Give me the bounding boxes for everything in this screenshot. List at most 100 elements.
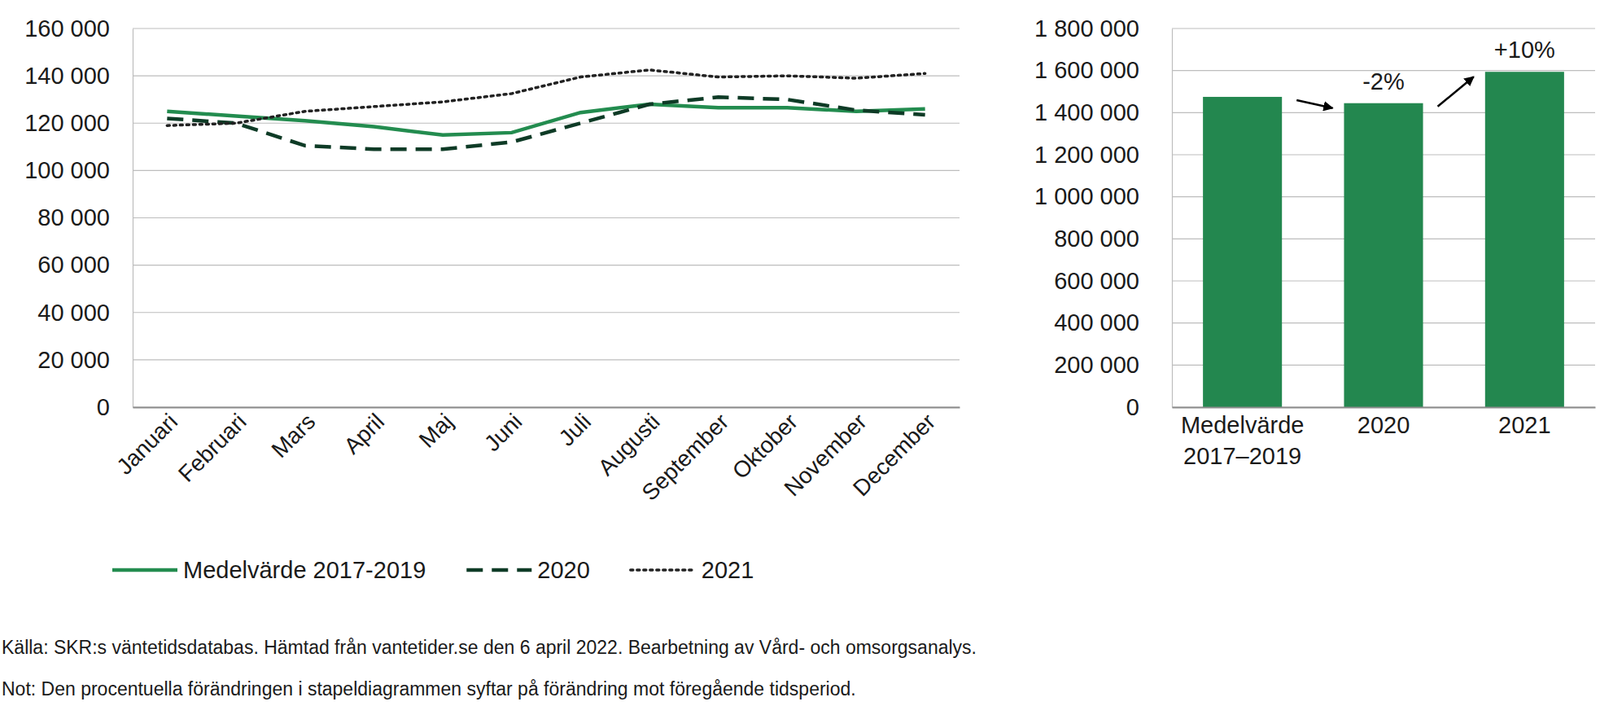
x-tick-label: Maj [414, 408, 459, 453]
y-tick: 1 000 000 [1034, 183, 1172, 210]
y-tick-label: 1 000 000 [1034, 183, 1140, 210]
chart-root: 0 20 000 40 000 60 000 80 000 100 000 120 000 1… [0, 0, 1600, 706]
grid-line [132, 264, 960, 266]
grid-line [132, 406, 960, 407]
y-axis: 0 20 000 40 000 60 000 80 000 100 000 120 000 1… [24, 15, 133, 420]
x-tick: Maj [414, 406, 459, 453]
y-tick-label: 0 [1126, 393, 1140, 420]
y-tick-label: 100 000 [24, 157, 110, 184]
y-tick: 600 000 [1053, 267, 1172, 294]
legend-item: 2021 [630, 556, 755, 583]
x-axis: Medelvärde 2017–2019 2020 2021 [1172, 406, 1596, 469]
bar [1202, 96, 1282, 407]
x-tick: Februari [173, 406, 252, 487]
x-tick: Medelvärde 2017–2019 [1180, 406, 1305, 469]
y-tick: 400 000 [1053, 309, 1172, 336]
y-tick: 120 000 [24, 109, 133, 136]
annotation-arrow [1438, 76, 1474, 106]
grid-line [132, 217, 960, 219]
footer-text: Källa: SKR:s väntetidsdatabas. Hämtad fr… [1, 636, 977, 658]
grid-line [132, 27, 960, 29]
y-tick-label: 20 000 [37, 346, 110, 373]
y-tick: 200 000 [1053, 351, 1172, 378]
x-tick: Juni [479, 406, 527, 456]
x-tick-label: 2020 [1357, 411, 1411, 438]
legend-item: 2020 [466, 556, 591, 583]
y-tick: 140 000 [24, 62, 133, 89]
y-tick: 800 000 [1053, 225, 1172, 252]
legend-swatch [466, 568, 532, 573]
grid-line [132, 311, 960, 313]
grid-line [132, 170, 960, 171]
x-tick: Augusti [593, 406, 665, 481]
y-tick-label: 1 600 000 [1034, 56, 1140, 84]
x-tick: Januari [111, 406, 183, 480]
y-axis-line [1171, 29, 1173, 408]
footer: Källa: SKR:s väntetidsdatabas. Hämtad fr… [1, 636, 977, 700]
y-tick: 160 000 [24, 15, 133, 42]
annotation-arrow [1296, 100, 1333, 109]
grid-line [132, 358, 960, 360]
x-axis-line [133, 406, 961, 409]
x-tick-label-line: 2020 [1357, 411, 1411, 438]
series-line [166, 104, 925, 136]
x-tick-label: Medelvärde 2017–2019 [1180, 411, 1305, 469]
y-tick-label: 800 000 [1053, 225, 1140, 252]
y-axis: 0 200 000 400 000 600 000 800 000 1 000 000 1 … [1034, 15, 1173, 420]
x-tick-label: Februari [173, 408, 252, 487]
y-tick: 100 000 [24, 157, 133, 184]
x-tick-label: Mars [266, 408, 320, 463]
footer-text: Not: Den procentuella förändringen i sta… [1, 677, 857, 700]
x-tick-label-line: 2017–2019 [1183, 442, 1302, 469]
legend-item: Medelvärde 2017-2019 [112, 556, 426, 583]
y-tick: 1 600 000 [1034, 56, 1172, 84]
x-tick: 2021 [1498, 406, 1552, 438]
y-tick: 80 000 [37, 204, 133, 231]
x-tick-label-line: 2021 [1498, 411, 1552, 438]
y-tick-label: 200 000 [1053, 351, 1140, 378]
y-tick: 0 [96, 393, 133, 420]
x-tick-label: Juni [479, 408, 527, 456]
x-tick: Mars [266, 406, 320, 463]
x-tick: December [848, 406, 940, 501]
y-tick: 40 000 [37, 299, 133, 326]
line-chart: 0 20 000 40 000 60 000 80 000 100 000 120 000 1… [24, 15, 960, 583]
x-tick-label: April [339, 408, 390, 460]
y-tick-label: 1 400 000 [1034, 99, 1140, 126]
x-tick: September [637, 406, 735, 506]
x-tick-label: Januari [111, 408, 183, 480]
y-tick: 1 400 000 [1034, 99, 1172, 126]
y-tick-label: 140 000 [24, 62, 110, 89]
x-tick: 2020 [1357, 406, 1411, 438]
bar [1485, 71, 1565, 407]
annotation: +10% [1494, 36, 1556, 63]
x-axis-line [1172, 406, 1596, 409]
y-tick-label: 60 000 [37, 251, 110, 278]
bar-chart: 0 200 000 400 000 600 000 800 000 1 000 000 1 … [1034, 15, 1596, 469]
legend-label: 2020 [537, 556, 591, 583]
x-tick-label: 2021 [1498, 411, 1552, 438]
y-tick-label: 1 200 000 [1034, 141, 1140, 168]
y-tick-label: 80 000 [37, 204, 110, 231]
y-tick-label: 1 800 000 [1034, 15, 1140, 42]
y-tick-label: 600 000 [1053, 267, 1140, 294]
y-tick: 0 [1126, 393, 1172, 420]
legend-label: 2021 [701, 556, 755, 583]
annotation: -2% [1362, 68, 1405, 95]
y-tick: 60 000 [37, 251, 133, 278]
x-tick: April [339, 406, 390, 460]
grid [1171, 28, 1596, 407]
grid [132, 28, 960, 407]
plot-area [1202, 71, 1565, 407]
legend: Medelvärde 2017-2019 2020 2021 [112, 556, 754, 583]
grid-line [1171, 27, 1596, 29]
x-tick-label: September [637, 408, 735, 506]
y-tick-label: 40 000 [37, 299, 110, 326]
legend-swatch [630, 568, 696, 572]
y-tick: 1 800 000 [1034, 15, 1172, 42]
grid-line [1171, 406, 1596, 407]
y-axis-line [132, 29, 134, 408]
x-tick-label-line: Medelvärde [1180, 411, 1305, 438]
plot-area [166, 69, 925, 149]
y-tick: 20 000 [37, 346, 133, 373]
